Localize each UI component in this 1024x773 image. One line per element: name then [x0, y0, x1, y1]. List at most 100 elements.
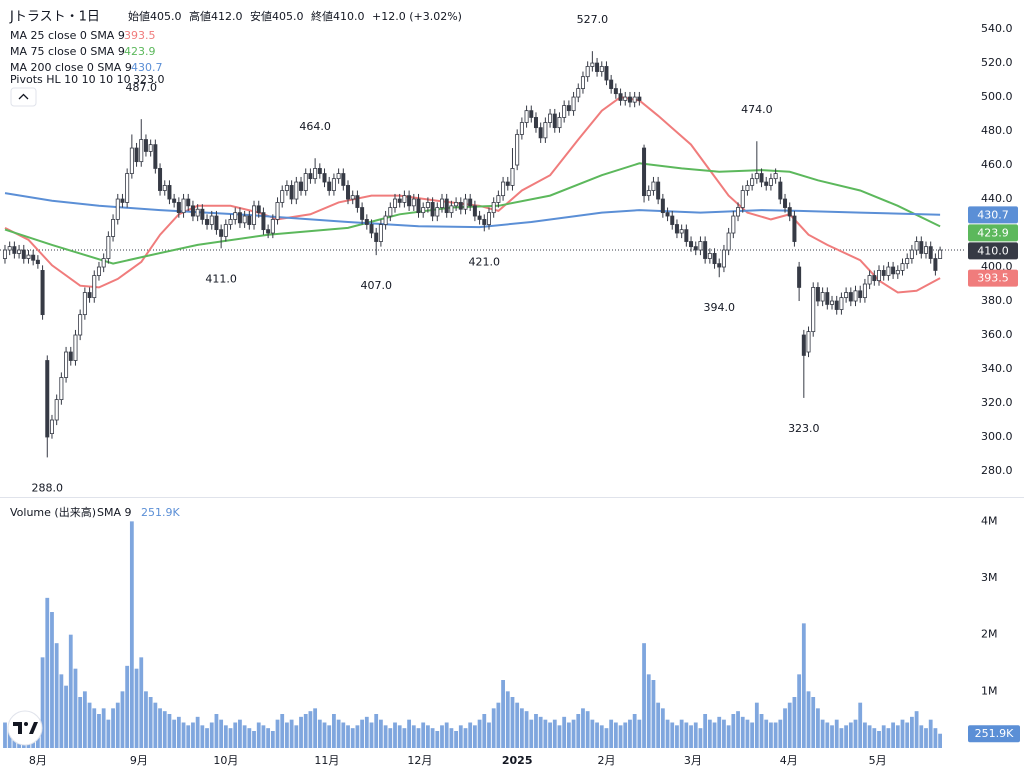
price-badge — [968, 242, 1018, 260]
volume-bar — [285, 722, 289, 748]
volume-bar — [64, 685, 68, 748]
candle-body — [815, 287, 820, 302]
candle-body — [811, 287, 816, 333]
x-tick-label: 4月 — [780, 754, 798, 767]
volume-bar — [458, 725, 463, 748]
x-tick-label: 3月 — [684, 754, 702, 767]
volume-bar — [379, 719, 383, 748]
candle-body — [886, 266, 891, 276]
x-tick-label: 12月 — [407, 754, 432, 767]
ohlc-value: 412.0 — [211, 10, 243, 23]
volume-bar — [632, 714, 637, 748]
volume-bar — [928, 719, 933, 748]
volume-bar — [571, 719, 576, 748]
candle-body — [59, 377, 64, 401]
candle-body — [115, 198, 120, 220]
ma-line — [4, 192, 941, 229]
volume-bar — [623, 722, 628, 748]
button-frame[interactable] — [10, 87, 37, 107]
ohlc-label: 安値 — [250, 9, 272, 23]
x-tick-label: 8月 — [29, 754, 47, 767]
candle-body — [703, 241, 708, 259]
candle-body — [176, 202, 181, 214]
candle-body — [773, 173, 778, 180]
volume-bar — [346, 725, 350, 748]
candle-body — [68, 351, 73, 361]
volume-bar — [877, 731, 881, 748]
candle-body — [92, 275, 97, 299]
candle-body — [585, 66, 590, 78]
volume-bar — [576, 714, 581, 748]
candle-body — [853, 290, 858, 302]
logo-mark — [13, 722, 22, 734]
candle-body — [839, 297, 844, 310]
volume-bar — [792, 697, 797, 748]
x-tick-label: 5月 — [869, 754, 887, 767]
logo-bg[interactable] — [7, 710, 43, 746]
candle-body — [162, 185, 167, 191]
volume-bar — [778, 719, 783, 748]
candle-body — [834, 300, 839, 310]
tradingview-logo[interactable] — [7, 710, 43, 746]
candle-body — [571, 96, 576, 112]
volume-bar — [660, 708, 665, 748]
candle-body — [139, 139, 144, 163]
volume-bar — [651, 680, 656, 748]
volume-bar — [820, 719, 825, 748]
candle-body — [562, 105, 567, 118]
pivot-label: 394.0 — [703, 301, 735, 314]
volume-bar — [477, 719, 482, 748]
candle-body — [496, 195, 501, 203]
candle-body — [862, 283, 867, 299]
volume-bar — [393, 722, 397, 748]
candle-body — [472, 205, 477, 217]
candle-body — [355, 195, 360, 208]
pivots-legend-value: 323.0 — [133, 73, 165, 86]
candle-body — [825, 292, 830, 305]
change: +12.0 (+3.02%) — [372, 10, 462, 23]
candle-body — [740, 190, 745, 208]
candle-body — [627, 96, 632, 103]
volume-bar — [895, 725, 900, 748]
volume-bar — [745, 719, 750, 748]
volume-bar — [689, 725, 693, 748]
volume-bar — [590, 719, 595, 748]
collapse-button[interactable] — [10, 87, 37, 107]
volume-bar — [303, 714, 308, 748]
volume-bar — [144, 691, 148, 748]
volume-bar — [87, 702, 92, 748]
y-tick-label: 1M — [981, 684, 998, 697]
candle-body — [632, 96, 637, 103]
volume-bar — [698, 728, 703, 748]
candle-body — [294, 181, 299, 200]
candle-body — [792, 215, 797, 242]
volume-bar — [604, 728, 609, 748]
volume-bar — [280, 714, 285, 748]
candle-body — [393, 198, 398, 208]
volume-bar — [40, 657, 45, 748]
candle-body — [190, 205, 195, 217]
volume-bar — [491, 708, 496, 748]
candle-body — [350, 195, 355, 200]
candle-body — [895, 270, 900, 275]
candle-body — [736, 207, 741, 217]
volume-bar — [7, 726, 12, 748]
ma-line — [4, 96, 941, 294]
candle-body — [425, 202, 430, 208]
volume-bar — [289, 719, 294, 748]
volume-bar — [350, 728, 355, 748]
x-tick-label: 9月 — [130, 754, 148, 767]
candle-body — [35, 259, 40, 265]
volume-bar — [684, 722, 689, 748]
volume-bar — [670, 722, 675, 748]
volume-bar — [317, 719, 322, 748]
candle-body — [82, 292, 87, 316]
volume-bar — [397, 725, 402, 748]
volume-bar — [844, 725, 849, 748]
candle-body — [416, 198, 421, 214]
volume-bar — [839, 728, 844, 748]
volume-bar — [430, 728, 435, 748]
price-badge-label: 423.9 — [977, 226, 1009, 239]
y-tick-label: 3M — [981, 571, 998, 584]
